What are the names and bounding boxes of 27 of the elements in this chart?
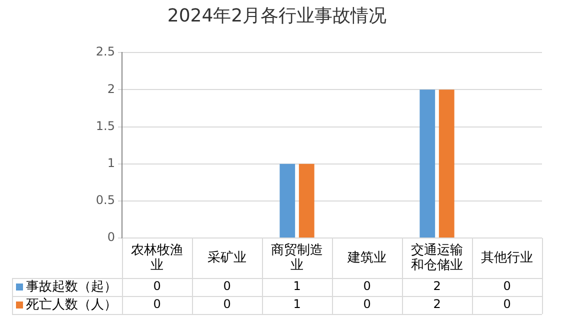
data-label: 1 [293, 279, 301, 294]
data-label: 0 [503, 297, 511, 312]
x-tick-label: 其他行业 [481, 250, 533, 266]
legend-label: 事故起数（起） [26, 279, 117, 294]
data-label: 0 [153, 297, 161, 312]
x-tick-label: 交通运输和仓储业 [411, 242, 463, 273]
data-label: 0 [503, 279, 511, 294]
y-tick-label: 1 [107, 156, 115, 170]
x-tick-label: 商贸制造业 [271, 242, 323, 273]
legend-label: 死亡人数（人） [26, 296, 117, 312]
y-tick-label: 2 [107, 82, 115, 96]
data-label: 0 [363, 279, 371, 294]
data-label: 2 [433, 279, 441, 294]
y-tick-label: 0 [107, 230, 115, 244]
x-tick-label: 农林牧渔业 [131, 242, 183, 273]
y-tick-label: 2.5 [96, 44, 115, 59]
chart-title: 2024年2月各行业事故情况 [167, 5, 387, 26]
data-label: 0 [223, 297, 231, 312]
x-tick-label: 建筑业 [346, 250, 386, 266]
data-label: 0 [153, 279, 161, 294]
data-label: 1 [293, 297, 301, 312]
data-label: 0 [363, 297, 371, 312]
y-tick-label: 1.5 [96, 118, 115, 133]
y-tick-label: 0.5 [96, 193, 115, 208]
data-label: 2 [433, 297, 441, 312]
data-label: 0 [223, 279, 231, 294]
x-tick-label: 采矿业 [208, 250, 246, 266]
